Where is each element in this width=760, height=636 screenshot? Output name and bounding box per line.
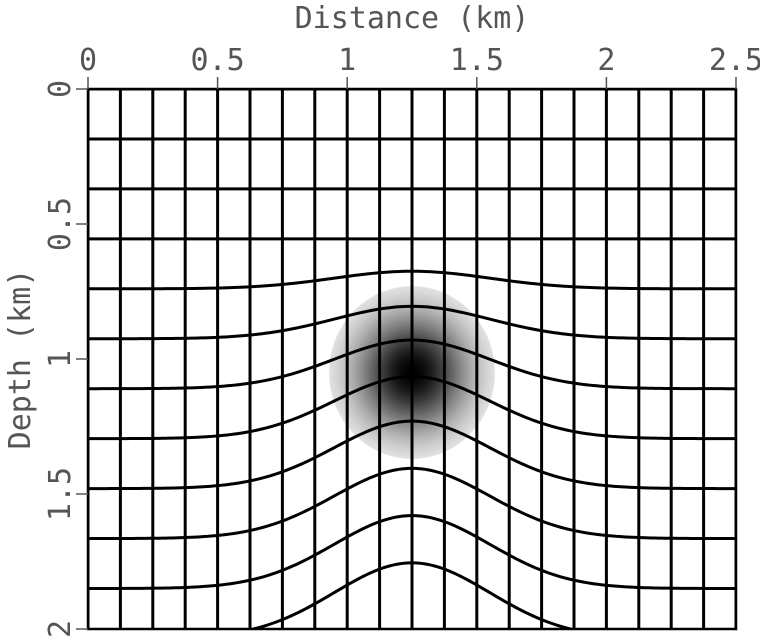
x-tick-label: 0: [79, 43, 97, 78]
y-tick-label: 2: [43, 620, 78, 636]
x-axis-title: Distance (km): [295, 1, 530, 36]
y-tick-label: 1: [43, 350, 78, 368]
x-tick-label: 2.5: [709, 43, 760, 78]
y-axis-title: Depth (km): [3, 269, 38, 450]
y-axis-ticks: 0 0.5 1 1.5 2: [43, 80, 88, 636]
deformed-grid: [88, 89, 736, 629]
x-tick-label: 0.5: [191, 43, 245, 78]
x-axis-ticks: 0 0.5 1 1.5 2 2.5: [79, 43, 760, 89]
x-tick-label: 1: [338, 43, 356, 78]
y-tick-label: 0: [43, 80, 78, 98]
y-tick-label: 0.5: [43, 197, 78, 251]
x-tick-label: 1.5: [450, 43, 504, 78]
x-tick-label: 2: [597, 43, 615, 78]
y-tick-label: 1.5: [43, 467, 78, 521]
